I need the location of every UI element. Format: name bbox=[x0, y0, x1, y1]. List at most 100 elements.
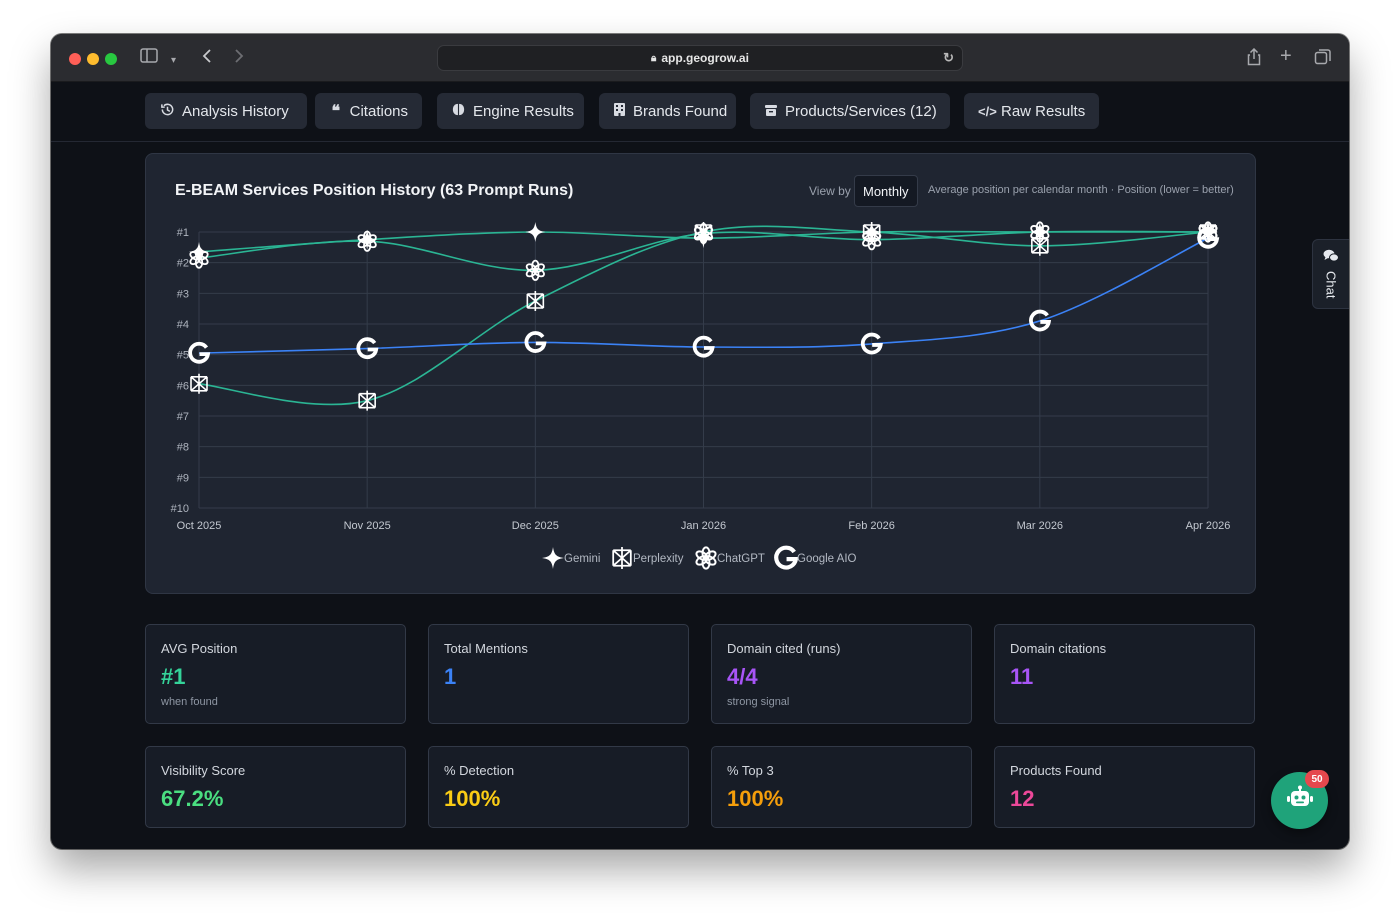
forward-icon[interactable] bbox=[233, 48, 245, 70]
stat-value: #1 bbox=[161, 664, 186, 689]
stat-card-total-mentions: Total Mentions 1 bbox=[428, 624, 689, 724]
address-bar[interactable]: 🔒︎ app.geogrow.ai ↻ bbox=[437, 45, 963, 71]
legend-icon-chatgpt bbox=[695, 546, 717, 570]
tab-label: Products/Services (12) bbox=[785, 102, 937, 120]
chevron-down-icon[interactable]: ▾ bbox=[171, 55, 177, 66]
stat-value: 100% bbox=[444, 786, 501, 811]
x-tick-label: Oct 2025 bbox=[177, 520, 222, 532]
google-icon bbox=[1029, 309, 1052, 332]
history-icon bbox=[159, 102, 175, 120]
reload-icon[interactable]: ↻ bbox=[943, 50, 954, 65]
perplexity-icon bbox=[526, 291, 545, 311]
y-tick-label: #1 bbox=[177, 227, 189, 239]
stat-label: AVG Position bbox=[161, 641, 238, 656]
stat-label: % Detection bbox=[444, 763, 515, 778]
perplexity-icon bbox=[862, 222, 881, 242]
y-tick-label: #4 bbox=[177, 319, 189, 331]
y-tick-label: #2 bbox=[177, 258, 189, 270]
sidebar-toggle-icon[interactable] bbox=[140, 48, 158, 70]
tab-citations[interactable]: ❝ Citations bbox=[315, 93, 422, 129]
perplexity-marker bbox=[862, 222, 881, 242]
browser-window: ▾ 🔒︎ app.geogrow.ai ↻ + Analysis History… bbox=[51, 34, 1349, 849]
stat-card-domain-citations: Domain citations 11 bbox=[994, 624, 1255, 724]
package-icon bbox=[764, 103, 778, 120]
gemini-marker bbox=[525, 222, 546, 242]
perplexity-marker bbox=[526, 291, 545, 311]
tabs-overview-icon[interactable] bbox=[1314, 48, 1332, 72]
y-tick-label: #3 bbox=[177, 288, 189, 300]
y-tick-label: #5 bbox=[177, 350, 189, 362]
tab-label: Citations bbox=[349, 102, 408, 120]
back-icon[interactable] bbox=[201, 48, 213, 70]
tab-bar: Analysis History ❝ Citations Engine Resu… bbox=[51, 82, 1349, 142]
tab-brands-found[interactable]: Brands Found bbox=[599, 93, 736, 129]
lock-icon: 🔒︎ bbox=[651, 52, 657, 64]
stat-value: 1 bbox=[444, 664, 457, 689]
google-aio-marker bbox=[1029, 309, 1052, 332]
title-bar: ▾ 🔒︎ app.geogrow.ai ↻ + bbox=[51, 34, 1349, 82]
legend-icon-google-aio bbox=[774, 545, 799, 570]
tab-label: Brands Found bbox=[633, 102, 728, 120]
gemini-icon bbox=[189, 241, 209, 262]
perplexity-icon bbox=[190, 373, 208, 394]
y-tick-label: #9 bbox=[177, 472, 189, 484]
y-tick-label: #8 bbox=[177, 442, 189, 454]
google-aio-marker bbox=[188, 341, 211, 364]
stat-value: 11 bbox=[1010, 664, 1034, 689]
stat-card-visibility-score: Visibility Score 67.2% bbox=[145, 746, 406, 828]
tab-products-services[interactable]: Products/Services (12) bbox=[750, 93, 950, 129]
chat-bubble-icon bbox=[1323, 249, 1339, 268]
legend-icon-gemini bbox=[542, 547, 564, 569]
stat-card-top3: % Top 3 100% bbox=[711, 746, 972, 828]
tab-label: Analysis History bbox=[182, 102, 289, 120]
maximize-window-button[interactable] bbox=[105, 53, 117, 65]
legend-label: Gemini bbox=[564, 553, 600, 565]
legend-label: Google AIO bbox=[797, 553, 857, 565]
view-by-select[interactable]: Monthly bbox=[854, 175, 918, 207]
chat-side-tab[interactable]: Chat bbox=[1312, 239, 1349, 309]
stat-value: 100% bbox=[727, 786, 784, 811]
stat-card-products-found: Products Found 12 bbox=[994, 746, 1255, 828]
x-tick-label: Dec 2025 bbox=[512, 520, 559, 532]
stat-sub: strong signal bbox=[727, 696, 790, 708]
gemini-marker bbox=[189, 241, 209, 262]
chatgpt-marker bbox=[189, 247, 209, 269]
gemini-icon bbox=[542, 547, 564, 569]
stat-card-detection: % Detection 100% bbox=[428, 746, 689, 828]
chatgpt-marker bbox=[1030, 221, 1050, 243]
stat-label: Domain cited (runs) bbox=[727, 641, 841, 656]
x-tick-label: Feb 2026 bbox=[848, 520, 894, 532]
chatgpt-icon bbox=[189, 247, 209, 269]
url-text: app.geogrow.ai bbox=[661, 51, 749, 65]
chatgpt-icon bbox=[695, 546, 717, 570]
chatgpt-marker bbox=[525, 259, 545, 281]
x-tick-label: Jan 2026 bbox=[681, 520, 726, 532]
tab-raw-results[interactable]: </> Raw Results bbox=[964, 93, 1099, 129]
tab-analysis-history[interactable]: Analysis History bbox=[145, 93, 307, 129]
new-tab-icon[interactable]: + bbox=[1280, 45, 1292, 67]
stat-value: 67.2% bbox=[161, 786, 224, 811]
google-aio-marker bbox=[524, 331, 547, 353]
y-tick-label: #10 bbox=[171, 503, 189, 515]
chart-card: E-BEAM Services Position History (63 Pro… bbox=[145, 153, 1256, 594]
share-icon[interactable] bbox=[1246, 47, 1262, 72]
tab-label: Raw Results bbox=[1001, 102, 1086, 120]
stat-card-avg-position: AVG Position #1 when found bbox=[145, 624, 406, 724]
stat-label: Visibility Score bbox=[161, 763, 246, 778]
chatgpt-icon bbox=[862, 229, 882, 251]
stat-label: Products Found bbox=[1010, 763, 1102, 778]
chat-label: Chat bbox=[1323, 271, 1339, 299]
x-tick-label: Mar 2026 bbox=[1017, 520, 1063, 532]
y-tick-label: #6 bbox=[177, 380, 189, 392]
perplexity-marker bbox=[358, 390, 376, 411]
code-icon: </> bbox=[978, 103, 997, 119]
minimize-window-button[interactable] bbox=[87, 53, 99, 65]
stat-label: Total Mentions bbox=[444, 641, 528, 656]
stat-sub: when found bbox=[161, 696, 218, 708]
close-window-button[interactable] bbox=[69, 53, 81, 65]
gemini-icon bbox=[525, 222, 546, 242]
google-icon bbox=[692, 335, 715, 358]
google-aio-marker bbox=[692, 335, 715, 358]
brain-icon bbox=[451, 102, 466, 120]
tab-engine-results[interactable]: Engine Results bbox=[437, 93, 584, 129]
